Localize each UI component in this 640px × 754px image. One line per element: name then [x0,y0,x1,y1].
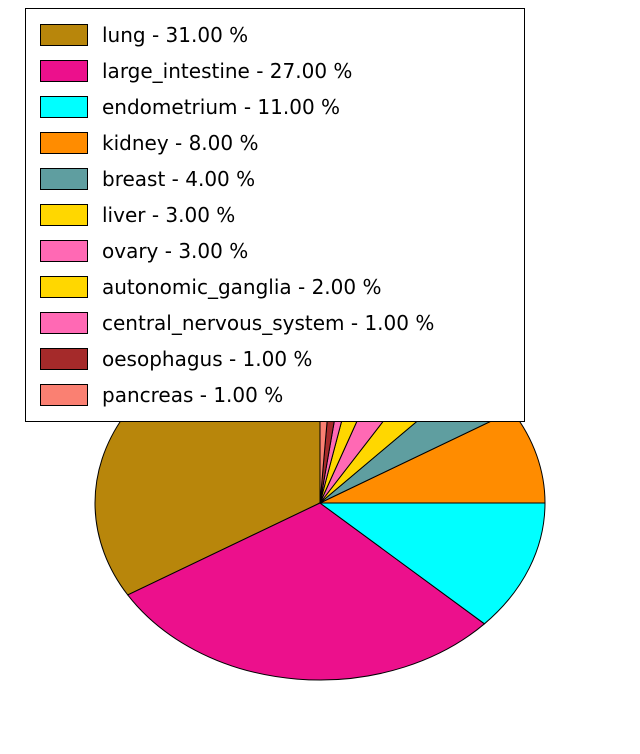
legend-label-autonomic-ganglia: autonomic_ganglia - 2.00 % [102,275,382,299]
legend-swatch-lung [40,24,88,46]
legend-swatch-central-nervous-system [40,312,88,334]
legend-label-liver: liver - 3.00 % [102,203,236,227]
pie-slice-endometrium [318,502,546,625]
legend-item-liver: liver - 3.00 % [40,197,524,233]
legend-swatch-pancreas [40,384,88,406]
legend-item-oesophagus: oesophagus - 1.00 % [40,341,524,377]
legend-item-kidney: kidney - 8.00 % [40,125,524,161]
legend-swatch-autonomic-ganglia [40,276,88,298]
legend-label-endometrium: endometrium - 11.00 % [102,95,341,119]
legend-item-breast: breast - 4.00 % [40,161,524,197]
legend-label-ovary: ovary - 3.00 % [102,239,249,263]
legend-swatch-ovary [40,240,88,262]
legend-item-endometrium: endometrium - 11.00 % [40,89,524,125]
legend-label-lung: lung - 31.00 % [102,23,249,47]
legend-label-pancreas: pancreas - 1.00 % [102,383,284,407]
legend-item-pancreas: pancreas - 1.00 % [40,377,524,413]
legend-item-central-nervous-system: central_nervous_system - 1.00 % [40,305,524,341]
legend: lung - 31.00 % large_intestine - 27.00 %… [25,8,525,422]
legend-label-large-intestine: large_intestine - 27.00 % [102,59,353,83]
legend-item-autonomic-ganglia: autonomic_ganglia - 2.00 % [40,269,524,305]
legend-swatch-oesophagus [40,348,88,370]
legend-item-lung: lung - 31.00 % [40,17,524,53]
legend-item-ovary: ovary - 3.00 % [40,233,524,269]
legend-swatch-large-intestine [40,60,88,82]
legend-item-large-intestine: large_intestine - 27.00 % [40,53,524,89]
legend-label-central-nervous-system: central_nervous_system - 1.00 % [102,311,435,335]
legend-label-breast: breast - 4.00 % [102,167,256,191]
pie-slice-large_intestine [126,502,486,681]
legend-swatch-kidney [40,132,88,154]
legend-label-kidney: kidney - 8.00 % [102,131,259,155]
legend-swatch-breast [40,168,88,190]
legend-swatch-endometrium [40,96,88,118]
legend-label-oesophagus: oesophagus - 1.00 % [102,347,313,371]
legend-swatch-liver [40,204,88,226]
